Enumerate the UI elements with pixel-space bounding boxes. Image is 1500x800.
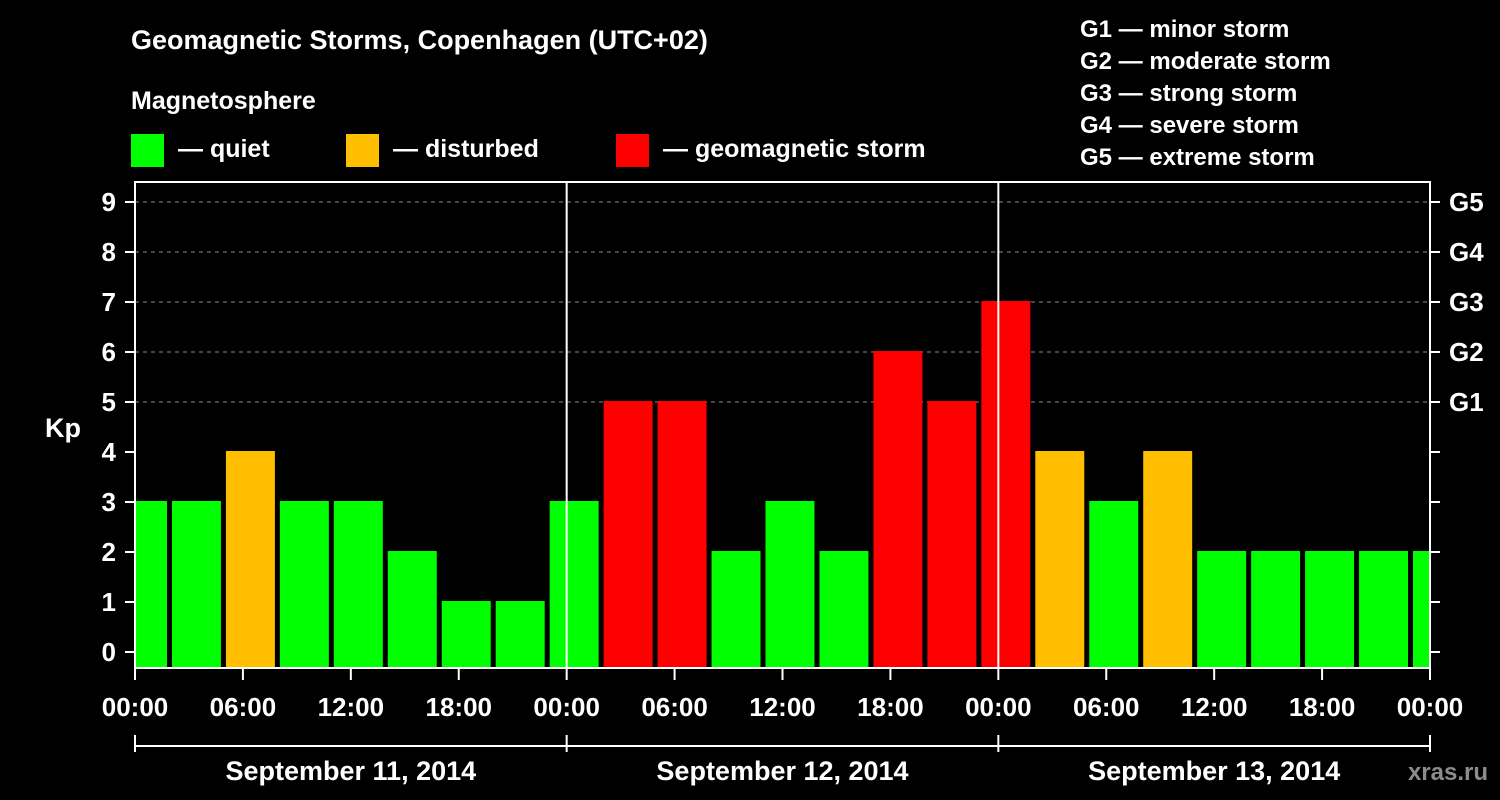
y-tick-label: 2 [102, 537, 116, 567]
x-tick-label: 06:00 [210, 692, 277, 722]
x-tick-label: 00:00 [1397, 692, 1464, 722]
kp-bar [927, 401, 977, 668]
legend-swatch-quiet [131, 134, 164, 167]
kp-bar [819, 551, 869, 668]
kp-bar [765, 501, 815, 668]
day-label: September 13, 2014 [1088, 756, 1340, 786]
day-label: September 12, 2014 [656, 756, 908, 786]
y-tick-label: 0 [102, 637, 116, 667]
watermark: xras.ru [1408, 759, 1488, 786]
y-tick-label: 8 [102, 237, 116, 267]
kp-bar [711, 551, 761, 668]
legend-label-quiet: — quiet [178, 135, 270, 163]
x-tick-label: 06:00 [641, 692, 708, 722]
y-tick-label: 9 [102, 187, 116, 217]
kp-bar [873, 351, 923, 668]
y-tick-label: 3 [102, 487, 116, 517]
kp-bar [1359, 551, 1409, 668]
x-tick-label: 12:00 [318, 692, 385, 722]
g-level-label: G1 [1449, 387, 1484, 417]
y-axis-label: Kp [45, 413, 81, 443]
x-tick-label: 18:00 [426, 692, 493, 722]
y-tick-label: 6 [102, 337, 116, 367]
bars [135, 301, 1430, 668]
kp-bar [1413, 551, 1430, 668]
day-label: September 11, 2014 [225, 756, 476, 786]
kp-bar [549, 501, 599, 668]
g-scale-item: G3 — strong storm [1080, 80, 1297, 107]
kp-bar [1305, 551, 1355, 668]
kp-bar [225, 451, 275, 668]
x-tick-label: 18:00 [857, 692, 924, 722]
x-tick-label: 00:00 [533, 692, 600, 722]
x-tick-label: 06:00 [1073, 692, 1140, 722]
kp-bar [603, 401, 653, 668]
x-tick-label: 12:00 [1181, 692, 1248, 722]
kp-bar [657, 401, 707, 668]
kp-bar [333, 501, 383, 668]
g-level-label: G5 [1449, 187, 1484, 217]
y-tick-label: 7 [102, 287, 116, 317]
legend-label-storm: — geomagnetic storm [663, 135, 926, 163]
legend: — quiet — disturbed — geomagnetic storm [131, 134, 926, 167]
kp-bar [1197, 551, 1247, 668]
kp-bar [135, 501, 167, 668]
g-scale-item: G1 — minor storm [1080, 16, 1289, 43]
x-tick-label: 18:00 [1289, 692, 1356, 722]
kp-bar [1143, 451, 1193, 668]
legend-swatch-disturbed [346, 134, 379, 167]
kp-bar [387, 551, 437, 668]
chart-title: Geomagnetic Storms, Copenhagen (UTC+02) [131, 25, 708, 55]
x-tick-label: 00:00 [102, 692, 169, 722]
y-tick-label: 1 [102, 587, 116, 617]
plot-area: 0 1 2 3 4 5 6 7 8 9 G1 G2 G3 G4 G5 00:00 06:00 12:00 18:00… [102, 181, 1484, 786]
kp-bar [171, 501, 221, 668]
g-level-label: G3 [1449, 287, 1484, 317]
x-tick-label: 00:00 [965, 692, 1032, 722]
kp-bar [279, 501, 329, 668]
x-tick-label: 12:00 [749, 692, 816, 722]
kp-bar [441, 601, 491, 668]
kp-bar [1251, 551, 1301, 668]
kp-bar [495, 601, 545, 668]
g-level-label: G2 [1449, 337, 1484, 367]
y-tick-label: 5 [102, 387, 116, 417]
g-scale-item: G2 — moderate storm [1080, 48, 1331, 75]
legend-swatch-storm [616, 134, 649, 167]
kp-bar [981, 301, 1031, 668]
g-scale-legend: G1 — minor storm G2 — moderate storm G3 … [1080, 16, 1331, 171]
kp-bar [1089, 501, 1139, 668]
chart-subtitle: Magnetosphere [131, 87, 316, 115]
legend-label-disturbed: — disturbed [393, 135, 539, 163]
kp-bar [1035, 451, 1085, 668]
g-scale-item: G4 — severe storm [1080, 112, 1299, 139]
y-tick-label: 4 [102, 437, 117, 467]
g-scale-item: G5 — extreme storm [1080, 144, 1315, 171]
g-level-label: G4 [1449, 237, 1484, 267]
